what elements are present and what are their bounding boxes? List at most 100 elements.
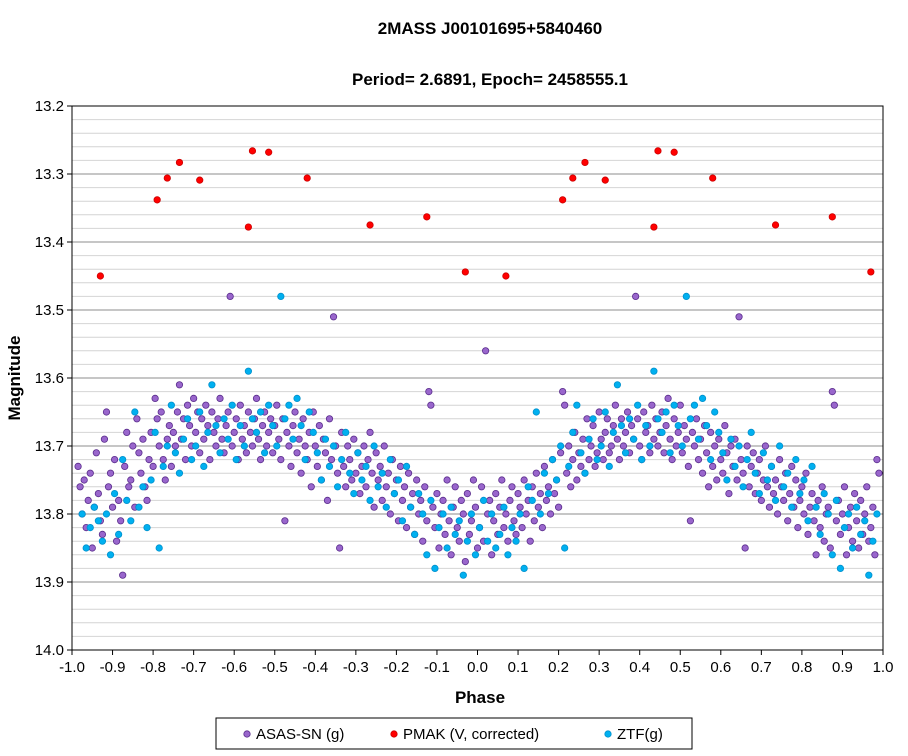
legend-label-pmak: PMAK (V, corrected) <box>403 726 539 743</box>
data-point <box>674 421 682 430</box>
data-point <box>242 449 250 457</box>
data-point <box>183 401 192 409</box>
data-point <box>607 442 615 450</box>
data-point <box>828 213 836 221</box>
data-point <box>569 455 577 464</box>
x-tick-label: 0.0 <box>467 659 488 676</box>
data-point <box>256 455 265 464</box>
data-point <box>674 428 682 436</box>
data-point <box>252 428 261 436</box>
data-point <box>563 469 571 477</box>
data-point <box>465 530 473 539</box>
data-point <box>333 483 342 491</box>
data-point <box>863 483 871 491</box>
data-point <box>441 530 449 539</box>
data-point <box>378 496 386 504</box>
data-point <box>857 530 865 539</box>
data-point <box>417 496 425 504</box>
data-point <box>232 455 240 464</box>
data-point <box>94 517 102 525</box>
data-point <box>137 469 145 477</box>
data-point <box>516 503 524 511</box>
data-point <box>244 408 252 416</box>
data-point <box>581 158 589 167</box>
data-point <box>532 469 540 477</box>
data-point <box>230 428 238 436</box>
data-point <box>206 455 214 464</box>
data-point <box>155 442 163 450</box>
data-point <box>846 503 855 511</box>
data-point <box>544 483 553 491</box>
data-point <box>289 435 297 443</box>
data-point <box>812 551 820 559</box>
data-point <box>619 442 628 450</box>
data-point <box>411 530 419 539</box>
data-point <box>224 408 232 416</box>
data-point <box>873 455 881 464</box>
data-point <box>303 174 311 182</box>
data-point <box>248 442 257 450</box>
data-point <box>599 455 607 464</box>
data-point <box>743 442 751 450</box>
data-series <box>74 147 883 579</box>
data-point <box>761 442 770 450</box>
data-point <box>526 537 534 545</box>
data-point <box>532 408 540 416</box>
series-0 <box>74 292 883 579</box>
data-point <box>492 489 500 498</box>
data-point <box>737 455 745 464</box>
data-point <box>709 462 717 470</box>
data-point <box>808 489 816 498</box>
data-point <box>528 496 536 504</box>
data-point <box>589 415 597 423</box>
data-point <box>370 503 378 511</box>
data-point <box>670 415 678 423</box>
data-point <box>490 517 498 525</box>
data-point <box>577 462 585 470</box>
data-point <box>536 489 544 498</box>
data-point <box>792 455 800 464</box>
data-point <box>557 442 565 450</box>
data-point <box>459 510 467 518</box>
data-point <box>775 442 784 450</box>
data-point <box>745 483 753 491</box>
data-point <box>338 455 346 464</box>
data-point <box>514 489 522 498</box>
data-point <box>869 537 877 545</box>
data-point <box>293 449 301 457</box>
data-point <box>654 415 662 423</box>
data-point <box>617 421 626 430</box>
data-point <box>159 455 167 464</box>
data-point <box>830 401 838 409</box>
data-point <box>504 537 512 545</box>
data-point <box>678 449 686 457</box>
data-point <box>565 462 573 470</box>
data-point <box>346 469 354 477</box>
data-point <box>561 401 569 409</box>
data-point <box>163 435 171 443</box>
data-point <box>784 517 792 525</box>
y-tick-label: 13.5 <box>35 302 64 319</box>
data-point <box>794 523 802 532</box>
data-point <box>100 435 109 443</box>
data-point <box>735 442 743 450</box>
data-point <box>788 462 796 470</box>
data-point <box>739 469 747 477</box>
data-point <box>151 394 159 402</box>
data-point <box>771 476 780 484</box>
data-point <box>110 489 119 498</box>
data-point <box>115 496 123 504</box>
data-point <box>654 442 662 450</box>
data-point <box>311 442 319 450</box>
data-point <box>325 415 334 423</box>
data-point <box>402 462 411 470</box>
data-point <box>650 223 658 231</box>
data-point <box>694 455 703 464</box>
data-point <box>721 421 729 430</box>
data-point <box>171 449 179 457</box>
data-point <box>327 455 336 464</box>
data-point <box>163 442 171 450</box>
data-point <box>804 530 812 539</box>
data-point <box>717 455 725 464</box>
data-point <box>524 483 532 491</box>
